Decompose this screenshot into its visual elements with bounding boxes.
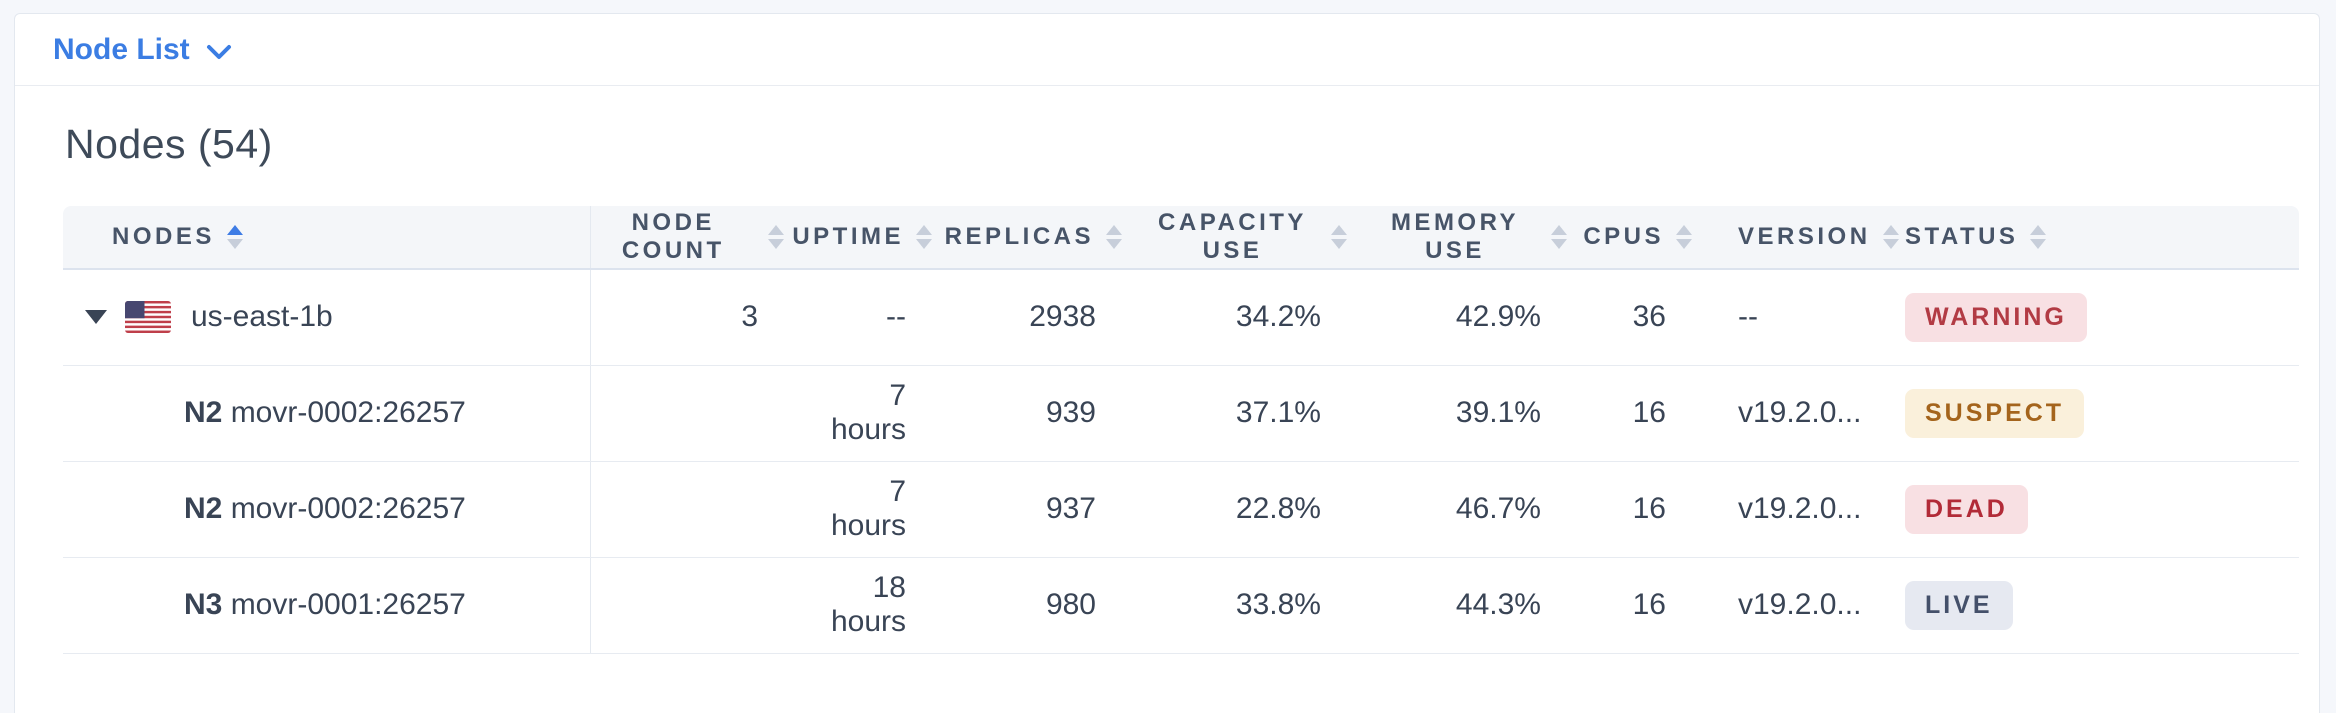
column-label: STATUS — [1905, 223, 2019, 250]
cell-version: v19.2.0... — [1716, 557, 1886, 654]
cell-uptime: 7 hours — [808, 365, 956, 462]
sort-icon — [916, 225, 932, 249]
cell-status: DEAD — [1886, 461, 2299, 558]
cell-uptime: -- — [808, 269, 956, 366]
cell-capacity_use: 33.8% — [1146, 557, 1371, 654]
column-header-version[interactable]: VERSION — [1716, 206, 1899, 270]
node-address: movr-0001:26257 — [222, 588, 466, 621]
cell-node_count — [590, 365, 808, 462]
sort-icon — [1551, 225, 1567, 249]
cell-replicas: 980 — [956, 557, 1146, 654]
status-badge: LIVE — [1905, 580, 2013, 630]
chevron-down-icon — [206, 44, 231, 59]
cell-status: SUSPECT — [1886, 365, 2299, 462]
status-badge: SUSPECT — [1905, 388, 2085, 438]
cell-cpus: 16 — [1591, 365, 1716, 462]
column-label: NODE COUNT — [621, 209, 725, 264]
node-address: movr-0002:26257 — [222, 492, 466, 525]
card-header: Node List — [15, 14, 2319, 86]
column-header-nodes[interactable]: NODES — [63, 206, 591, 270]
sort-icon — [226, 225, 243, 249]
node-address: movr-0002:26257 — [222, 396, 466, 429]
cell-version: v19.2.0... — [1716, 365, 1886, 462]
sort-icon — [1676, 225, 1692, 249]
node-cell: N2 movr-0002:26257 — [63, 461, 591, 558]
view-dropdown-label: Node List — [53, 32, 190, 66]
cell-capacity_use: 22.8% — [1146, 461, 1371, 558]
column-label: CPUS — [1583, 223, 1664, 250]
column-header-status[interactable]: STATUS — [1886, 206, 2299, 270]
column-label: REPLICAS — [944, 223, 1094, 250]
cell-memory_use: 46.7% — [1371, 461, 1591, 558]
sort-icon — [768, 225, 784, 249]
node-cell: N2 movr-0002:26257 — [63, 365, 591, 462]
column-header-capacity_use[interactable]: CAPACITY USE — [1146, 206, 1371, 270]
cell-memory_use: 44.3% — [1371, 557, 1591, 654]
cell-node_count — [590, 557, 808, 654]
table-row-node: N2 movr-0002:26257 7 hours 937 22.8% 46.7% 16… — [63, 461, 2299, 558]
cell-status: LIVE — [1886, 557, 2299, 654]
table-row-node: N3 movr-0001:26257 18 hours 980 33.8% 44.3% 1… — [63, 557, 2299, 654]
sort-icon — [1331, 225, 1347, 249]
cell-node_count: 3 — [590, 269, 808, 366]
cell-uptime: 18 hours — [808, 557, 956, 654]
cell-node_count — [590, 461, 808, 558]
sort-icon — [1106, 225, 1122, 249]
cell-version: -- — [1716, 269, 1886, 366]
cell-replicas: 937 — [956, 461, 1146, 558]
column-header-replicas[interactable]: REPLICAS — [945, 206, 1146, 270]
view-dropdown[interactable]: Node List — [53, 33, 232, 67]
cell-replicas: 2938 — [956, 269, 1146, 366]
column-header-node_count[interactable]: NODE COUNT — [590, 206, 808, 270]
column-label: CAPACITY USE — [1158, 209, 1307, 264]
cell-status: WARNING — [1886, 269, 2299, 366]
status-badge: WARNING — [1905, 292, 2087, 342]
column-header-uptime[interactable]: UPTIME — [792, 206, 956, 270]
sort-icon — [2030, 225, 2047, 249]
column-header-cpus[interactable]: CPUS — [1583, 206, 1716, 270]
column-label: NODES — [112, 223, 215, 250]
cell-version: v19.2.0... — [1716, 461, 1886, 558]
column-header-memory_use[interactable]: MEMORY USE — [1371, 206, 1591, 270]
table-header-row: NODES NODE COUNT UPTIME REPLICAS CAPACITY US… — [63, 206, 2299, 270]
collapse-caret-icon[interactable] — [85, 310, 107, 325]
card-body: Nodes (54) NODES NODE COUNT UPTIME REPLICAS… — [15, 86, 2319, 654]
status-badge: DEAD — [1905, 484, 2028, 534]
column-label: VERSION — [1738, 223, 1871, 250]
nodes-table: NODES NODE COUNT UPTIME REPLICAS CAPACITY US… — [63, 206, 2299, 654]
cell-cpus: 16 — [1591, 557, 1716, 654]
region-cell: us-east-1b — [63, 269, 591, 366]
cell-capacity_use: 37.1% — [1146, 365, 1371, 462]
us-flag-icon — [125, 301, 171, 334]
cell-cpus: 16 — [1591, 461, 1716, 558]
node-id: N3 — [184, 588, 223, 621]
page-title: Nodes (54) — [65, 121, 273, 167]
cell-memory_use: 42.9% — [1371, 269, 1591, 366]
column-label: MEMORY USE — [1390, 209, 1520, 264]
region-name: us-east-1b — [191, 300, 333, 334]
cell-capacity_use: 34.2% — [1146, 269, 1371, 366]
cell-uptime: 7 hours — [808, 461, 956, 558]
table-row-region: us-east-1b 3 -- 2938 34.2% 42.9% 36 -- WARNING — [63, 269, 2299, 366]
table-row-node: N2 movr-0002:26257 7 hours 939 37.1% 39.1% 16… — [63, 365, 2299, 462]
sort-icon — [1882, 225, 1899, 249]
node-cell: N3 movr-0001:26257 — [63, 557, 591, 654]
cell-cpus: 36 — [1591, 269, 1716, 366]
node-list-card: Node List Nodes (54) NODES NODE COUNT UPTI… — [14, 13, 2320, 713]
column-label: UPTIME — [792, 223, 904, 250]
cell-replicas: 939 — [956, 365, 1146, 462]
cell-memory_use: 39.1% — [1371, 365, 1591, 462]
node-id: N2 — [184, 492, 223, 525]
node-id: N2 — [184, 396, 223, 429]
